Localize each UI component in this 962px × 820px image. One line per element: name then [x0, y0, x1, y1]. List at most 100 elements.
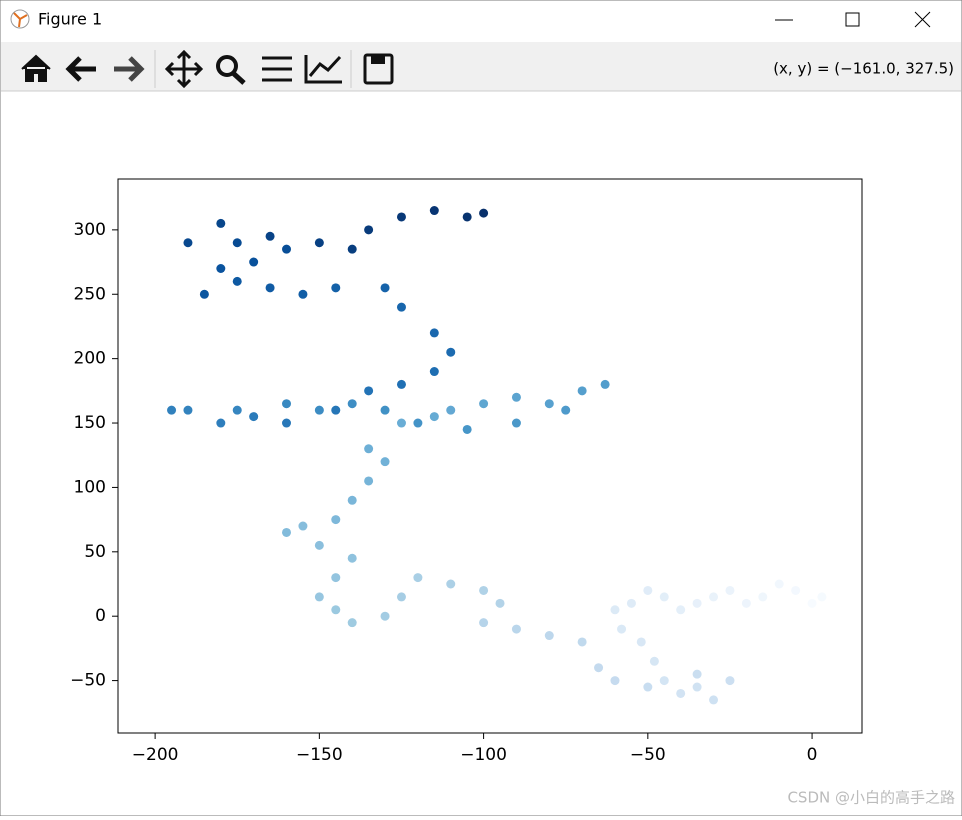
home-button[interactable]: [21, 54, 51, 82]
point: [216, 418, 226, 428]
maximize-button[interactable]: [845, 12, 860, 27]
point: [725, 585, 735, 595]
x-tick-label: 0: [807, 745, 818, 765]
point: [610, 676, 620, 686]
point: [314, 592, 324, 602]
point: [413, 573, 423, 583]
point: [692, 669, 702, 679]
point: [643, 585, 653, 595]
point: [626, 598, 636, 608]
point: [331, 283, 341, 293]
point: [298, 289, 308, 299]
point: [282, 399, 292, 409]
point: [511, 418, 521, 428]
zoom-button[interactable]: [216, 55, 238, 77]
point: [347, 399, 357, 409]
point: [636, 637, 646, 647]
point: [232, 238, 242, 248]
point: [396, 418, 406, 428]
point: [216, 218, 226, 228]
coordinates-readout: (x, y) = (−161.0, 327.5): [773, 60, 954, 78]
point: [396, 379, 406, 389]
point: [282, 418, 292, 428]
point: [643, 682, 653, 692]
point: [396, 212, 406, 222]
point: [692, 682, 702, 692]
y-tick-label: 300: [74, 220, 106, 240]
configure-button[interactable]: [262, 56, 292, 82]
point: [380, 457, 390, 467]
point: [380, 405, 390, 415]
point: [347, 244, 357, 254]
pan-button[interactable]: [164, 49, 204, 89]
point: [479, 399, 489, 409]
point: [807, 598, 817, 608]
point: [167, 405, 177, 415]
point: [249, 412, 259, 422]
point: [479, 208, 489, 218]
point: [396, 592, 406, 602]
y-tick-label: 150: [74, 413, 106, 433]
point: [649, 656, 659, 666]
point: [544, 399, 554, 409]
point: [610, 605, 620, 615]
point: [331, 573, 341, 583]
point: [544, 631, 554, 641]
x-tick-label: −150: [296, 745, 343, 765]
point: [282, 527, 292, 537]
back-button[interactable]: [65, 56, 96, 82]
point: [265, 231, 275, 241]
point: [429, 206, 439, 216]
app-icon-mark: [13, 12, 28, 28]
point: [380, 283, 390, 293]
point: [331, 605, 341, 615]
y-tick-label: 200: [74, 349, 106, 369]
point: [314, 238, 324, 248]
point: [347, 553, 357, 563]
point: [462, 424, 472, 434]
point: [725, 676, 735, 686]
point: [347, 618, 357, 628]
point: [396, 302, 406, 312]
x-tick-label: −200: [132, 745, 179, 765]
point: [380, 611, 390, 621]
y-tick-label: −50: [70, 671, 106, 691]
forward-button[interactable]: [114, 56, 145, 82]
point: [659, 592, 669, 602]
point: [479, 585, 489, 595]
toolbar: [1, 42, 961, 91]
point: [314, 405, 324, 415]
y-tick-label: 250: [74, 284, 106, 304]
point: [676, 688, 686, 698]
point: [462, 212, 472, 222]
point: [429, 367, 439, 377]
point: [232, 276, 242, 286]
point: [617, 624, 627, 634]
point: [577, 637, 587, 647]
point: [347, 495, 357, 505]
edit-axes-button[interactable]: [304, 55, 342, 84]
point: [446, 347, 456, 357]
point: [183, 238, 193, 248]
point: [561, 405, 571, 415]
point: [511, 392, 521, 402]
point: [331, 405, 341, 415]
point: [364, 386, 374, 396]
save-button[interactable]: [363, 53, 394, 85]
point: [446, 579, 456, 589]
point: [298, 521, 308, 531]
point: [709, 695, 719, 705]
point: [709, 592, 719, 602]
point: [183, 405, 193, 415]
point: [429, 412, 439, 422]
point: [232, 405, 242, 415]
point: [511, 624, 521, 634]
point: [364, 225, 374, 235]
point: [282, 244, 292, 254]
point: [446, 405, 456, 415]
close-button[interactable]: [914, 11, 931, 28]
point: [429, 328, 439, 338]
point: [741, 598, 751, 608]
